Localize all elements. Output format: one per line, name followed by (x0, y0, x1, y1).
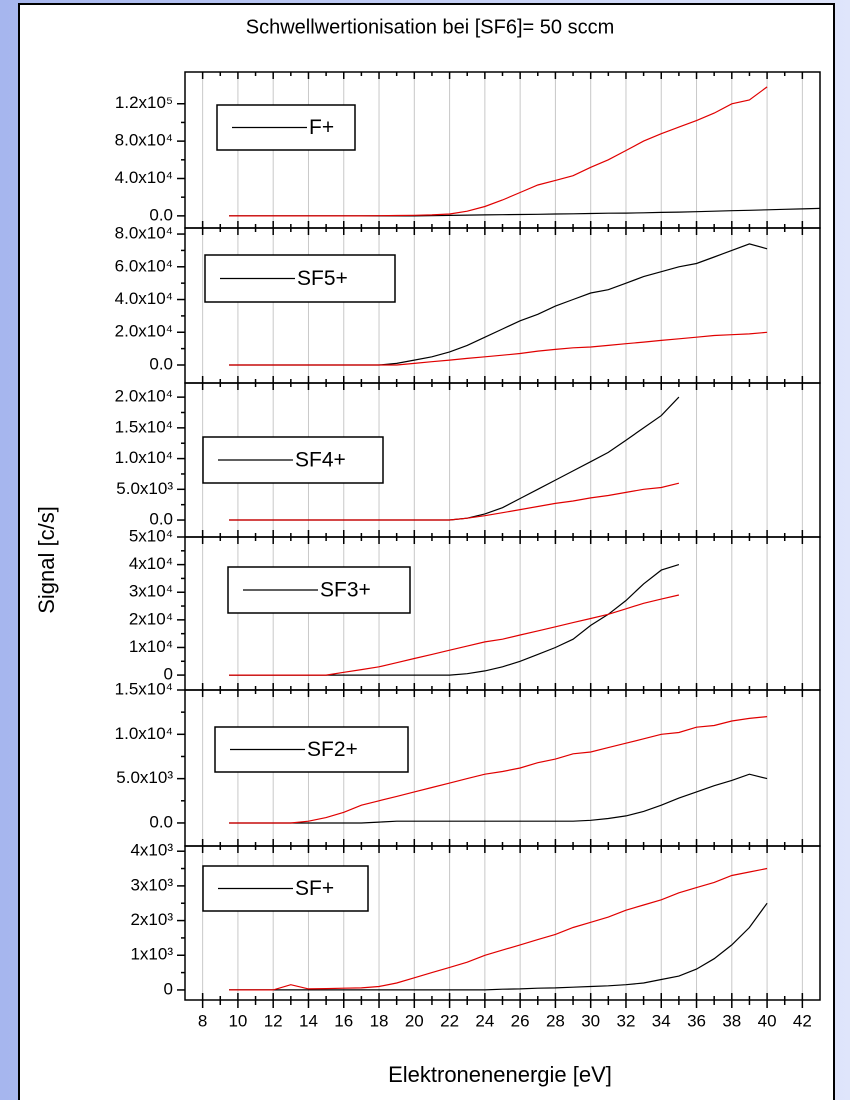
x-tick-label: 32 (617, 1011, 636, 1030)
legend-label: SF+ (295, 877, 334, 900)
frame (18, 3, 835, 1100)
y-tick-label: 1.0x10⁴ (115, 448, 173, 467)
x-tick-label: 16 (334, 1011, 353, 1030)
data-line (229, 902, 768, 991)
data-line (229, 86, 768, 217)
data-line (229, 867, 768, 991)
x-tick-label: 14 (299, 1011, 318, 1030)
legend-label: SF5+ (297, 267, 348, 290)
x-tick-label: 28 (546, 1011, 565, 1030)
x-tick-label: 22 (440, 1011, 459, 1030)
legend-label: SF3+ (320, 579, 371, 602)
x-tick-label: 38 (722, 1011, 741, 1030)
y-tick-label: 5.0x10³ (116, 768, 173, 787)
y-tick-label: 1.5x10⁴ (115, 679, 173, 698)
x-tick-label: 10 (228, 1011, 247, 1030)
data-line (229, 594, 680, 676)
legend-label: SF2+ (307, 738, 358, 761)
y-tick-label: 0 (164, 979, 173, 998)
plot-border (184, 845, 821, 1001)
x-tick-label: 26 (511, 1011, 530, 1030)
y-tick-label: 0.0 (149, 812, 173, 831)
x-tick-label: 18 (370, 1011, 389, 1030)
x-tick-label: 40 (758, 1011, 777, 1030)
data-line (229, 482, 680, 521)
y-tick-label: 2.0x10⁴ (115, 322, 173, 341)
y-tick-label: 4x10⁴ (129, 554, 173, 573)
legend-label: F+ (309, 116, 334, 139)
y-tick-label: 2x10³ (130, 910, 173, 929)
y-tick-label: 0.0 (149, 510, 173, 529)
x-tick-label: 34 (652, 1011, 671, 1030)
x-tick-label: 36 (687, 1011, 706, 1030)
y-tick-label: 5.0x10³ (116, 479, 173, 498)
y-tick-label: 5x10⁴ (129, 526, 173, 545)
x-tick-label: 20 (405, 1011, 424, 1030)
y-tick-label: 8.0x10⁴ (115, 131, 173, 150)
x-axis-label: Elektronenenergie [eV] (388, 1062, 612, 1087)
x-tick-label: 42 (793, 1011, 812, 1030)
y-tick-label: 4.0x10⁴ (115, 289, 173, 308)
x-tick-label: 24 (475, 1011, 494, 1030)
x-tick-label: 12 (264, 1011, 283, 1030)
data-line (229, 331, 768, 366)
y-tick-label: 1.0x10⁴ (115, 724, 173, 743)
y-tick-label: 2.0x10⁴ (115, 387, 173, 406)
data-line (229, 716, 768, 824)
y-tick-label: 0.0 (149, 354, 173, 373)
y-tick-label: 3x10⁴ (129, 582, 173, 601)
x-tick-label: 30 (581, 1011, 600, 1030)
y-tick-label: 1x10⁴ (129, 637, 173, 656)
y-tick-label: 3x10³ (130, 875, 173, 894)
y-tick-label: 1x10³ (130, 945, 173, 964)
y-tick-label: 2x10⁴ (129, 609, 173, 628)
y-tick-label: 1.5x10⁴ (115, 417, 173, 436)
y-tick-label: 1.2x10⁵ (115, 93, 173, 112)
y-tick-label: 0.0 (149, 205, 173, 224)
y-tick-label: 0 (164, 665, 173, 684)
y-axis-label: Signal [c/s] (34, 506, 59, 614)
y-tick-label: 8.0x10⁴ (115, 224, 173, 243)
y-tick-label: 4.0x10⁴ (115, 168, 173, 187)
data-line (229, 773, 768, 824)
x-tick-label: 8 (198, 1011, 207, 1030)
y-tick-label: 4x10³ (130, 841, 173, 860)
y-tick-label: 6.0x10⁴ (115, 256, 173, 275)
legend-label: SF4+ (295, 449, 346, 472)
chart-title: Schwellwertionisation bei [SF6]= 50 sccm (246, 16, 615, 38)
